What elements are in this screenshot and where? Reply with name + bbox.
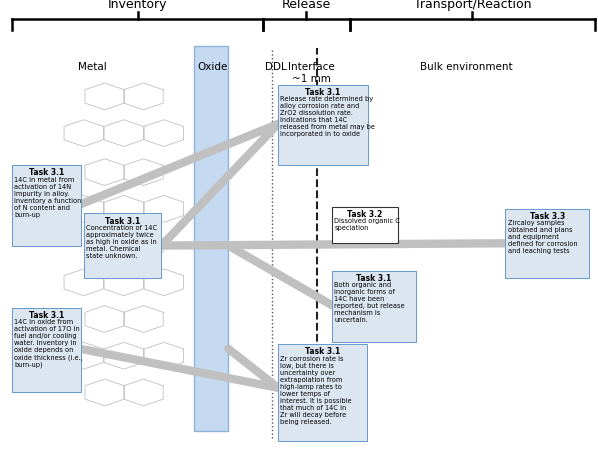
Text: Release: Release bbox=[282, 0, 331, 11]
Text: Concentration of 14C
approximately twice
as high in oxide as in
metal. Chemical
: Concentration of 14C approximately twice… bbox=[86, 225, 157, 259]
Text: Task 3.3: Task 3.3 bbox=[530, 212, 565, 221]
Text: Dissolved organic C
speciation: Dissolved organic C speciation bbox=[334, 218, 400, 231]
Text: 14C in metal from
activation of 14N
Impurity in alloy.
Inventory a function
of N: 14C in metal from activation of 14N Impu… bbox=[14, 177, 82, 218]
Text: Task 3.1: Task 3.1 bbox=[29, 168, 64, 178]
Text: Task 3.2: Task 3.2 bbox=[347, 210, 382, 219]
Text: Task 3.1: Task 3.1 bbox=[356, 274, 391, 283]
Text: Zr corrosion rate is
low, but there is
uncertainty over
extrapolation from
high-: Zr corrosion rate is low, but there is u… bbox=[280, 356, 352, 425]
Text: Oxide: Oxide bbox=[197, 62, 227, 72]
FancyBboxPatch shape bbox=[332, 271, 416, 342]
Text: DDL: DDL bbox=[266, 62, 287, 72]
Text: 14C in oxide from
activation of 17O in
fuel and/or cooling
water. Inventory in
o: 14C in oxide from activation of 17O in f… bbox=[14, 319, 83, 368]
Text: Bulk environment: Bulk environment bbox=[420, 62, 512, 72]
FancyBboxPatch shape bbox=[12, 165, 81, 246]
Text: Zircaloy samples
obtained and plans
and equipment
defined for corrosion
and leac: Zircaloy samples obtained and plans and … bbox=[508, 220, 577, 254]
Text: Interface
~1 mm: Interface ~1 mm bbox=[288, 62, 334, 84]
FancyBboxPatch shape bbox=[332, 207, 398, 243]
FancyBboxPatch shape bbox=[505, 209, 589, 278]
Text: Inventory: Inventory bbox=[108, 0, 167, 11]
FancyBboxPatch shape bbox=[194, 46, 228, 431]
Text: Task 3.1: Task 3.1 bbox=[29, 311, 64, 320]
Text: Both organic and
inorganic forms of
14C have been
reported, but release
mechanis: Both organic and inorganic forms of 14C … bbox=[334, 282, 405, 323]
Text: Metal: Metal bbox=[78, 62, 107, 72]
Text: Release rate determined by
alloy corrosion rate and
ZrO2 dissolution rate.
Indic: Release rate determined by alloy corrosi… bbox=[280, 96, 376, 137]
FancyBboxPatch shape bbox=[278, 344, 367, 441]
FancyBboxPatch shape bbox=[84, 213, 161, 278]
FancyBboxPatch shape bbox=[278, 85, 368, 165]
Text: Task 3.1: Task 3.1 bbox=[306, 88, 340, 97]
Text: Task 3.1: Task 3.1 bbox=[105, 217, 140, 226]
Text: Task 3.1: Task 3.1 bbox=[305, 347, 340, 357]
Text: Transport/Reaction: Transport/Reaction bbox=[414, 0, 531, 11]
FancyBboxPatch shape bbox=[12, 308, 81, 392]
